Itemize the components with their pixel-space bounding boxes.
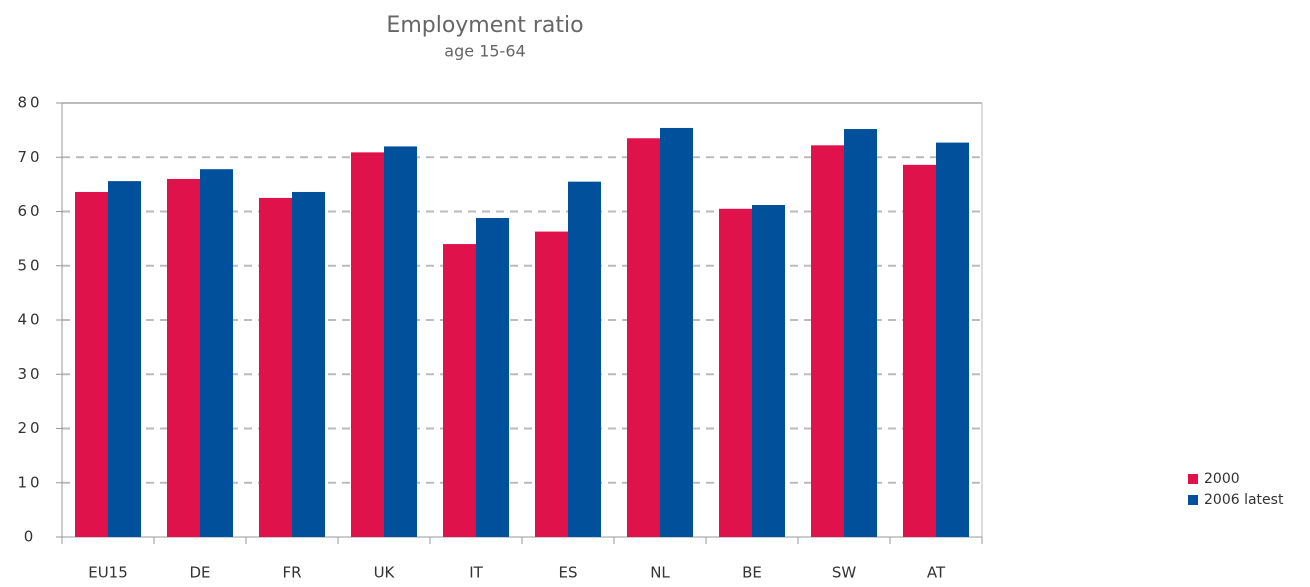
legend-label: 2006 latest — [1204, 492, 1284, 508]
bar — [844, 129, 877, 538]
y-tick-label: 20 — [17, 419, 42, 437]
bar — [476, 218, 509, 537]
x-tick-label: ES — [559, 564, 578, 582]
x-tick-label: DE — [189, 564, 210, 582]
bar — [568, 181, 601, 537]
y-tick-label: 80 — [17, 94, 42, 112]
x-tick-label: IT — [469, 564, 483, 582]
bar — [752, 204, 785, 538]
y-tick-label: 0 — [24, 528, 37, 546]
legend-label: 2000 — [1204, 471, 1240, 487]
x-tick-label: NL — [650, 564, 670, 582]
bar — [75, 191, 108, 537]
x-tick-label: BE — [742, 564, 762, 582]
bar — [811, 145, 844, 537]
x-tick-label: UK — [374, 564, 396, 582]
bar — [200, 169, 233, 537]
chart-title: Employment ratio — [386, 13, 583, 38]
x-tick-label: AT — [927, 564, 946, 582]
bar — [292, 191, 325, 537]
bar — [903, 164, 936, 537]
bar — [535, 231, 568, 537]
x-tick-label: FR — [282, 564, 301, 582]
bar — [443, 244, 476, 538]
bar — [660, 127, 693, 537]
y-tick-label: 30 — [17, 365, 42, 383]
bar — [351, 152, 384, 537]
y-tick-label: 10 — [17, 473, 42, 491]
bar — [719, 208, 752, 537]
legend-swatch — [1188, 474, 1198, 484]
bar — [384, 146, 417, 537]
legend-swatch — [1188, 495, 1198, 505]
y-tick-label: 70 — [17, 148, 42, 166]
y-tick-label: 40 — [17, 311, 42, 329]
bar — [108, 181, 141, 537]
bar — [167, 178, 200, 537]
bar — [259, 197, 292, 537]
y-tick-label: 50 — [17, 256, 42, 274]
bar — [936, 142, 969, 538]
x-tick-label: EU15 — [88, 564, 128, 582]
chart-subtitle: age 15-64 — [444, 42, 525, 61]
y-tick-label: 60 — [17, 202, 42, 220]
x-tick-label: SW — [832, 564, 857, 582]
bar — [627, 138, 660, 537]
